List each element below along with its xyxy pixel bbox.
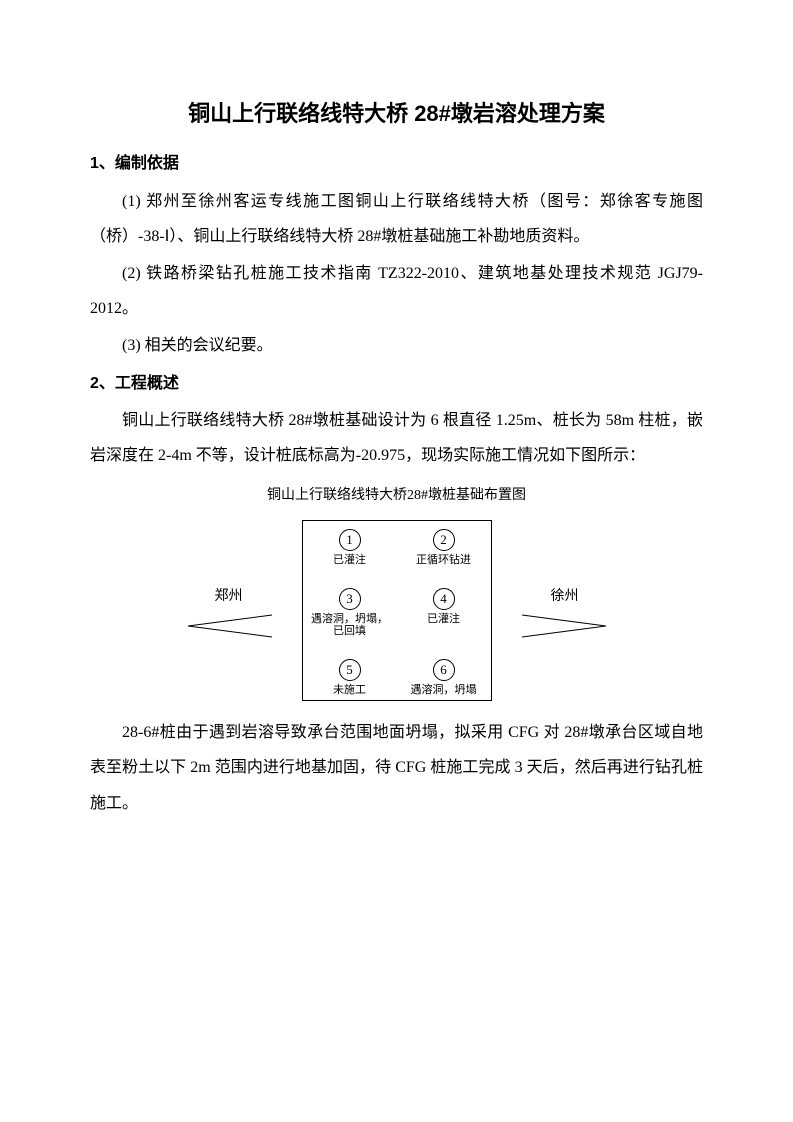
pile-3-status: 遇溶洞，坍塌， 已回填 xyxy=(311,613,388,637)
right-label: 徐州 xyxy=(551,582,579,613)
pile-layout-diagram: 铜山上行联络线特大桥28#墩桩基础布置图 郑州 1 已灌注 2 正循环钻进 3 … xyxy=(90,481,703,701)
pile-circle-icon: 6 xyxy=(433,659,455,681)
pile-circle-icon: 4 xyxy=(433,588,455,610)
pile-1-status: 已灌注 xyxy=(333,554,366,566)
section2-p1: 铜山上行联络线特大桥 28#墩桩基础设计为 6 根直径 1.25m、桩长为 58… xyxy=(90,403,703,473)
pile-1: 1 已灌注 xyxy=(303,529,397,566)
page-title: 铜山上行联络线特大桥 28#墩岩溶处理方案 xyxy=(90,90,703,138)
pile-5: 5 未施工 xyxy=(303,659,397,696)
section1-p2: (2) 铁路桥梁钻孔桩施工技术指南 TZ322-2010、建筑地基处理技术规范 … xyxy=(90,256,703,326)
section1-heading: 1、编制依据 xyxy=(90,146,703,181)
arrow-right-icon xyxy=(520,613,610,639)
right-direction: 徐州 xyxy=(520,582,610,639)
section2-heading: 2、工程概述 xyxy=(90,366,703,401)
section1-p3: (3) 相关的会议纪要。 xyxy=(90,328,703,363)
pile-circle-icon: 2 xyxy=(433,529,455,551)
pile-6: 6 遇溶洞，坍塌 xyxy=(397,659,491,696)
pile-box: 1 已灌注 2 正循环钻进 3 遇溶洞，坍塌， 已回填 4 已灌注 5 未施工 … xyxy=(302,520,492,701)
section1-p1: (1) 郑州至徐州客运专线施工图铜山上行联络线特大桥（图号：郑徐客专施图（桥）-… xyxy=(90,184,703,254)
pile-5-status: 未施工 xyxy=(333,684,366,696)
section2-p2: 28-6#桩由于遇到岩溶导致承台范围地面坍塌，拟采用 CFG 对 28#墩承台区… xyxy=(90,715,703,821)
diagram-caption: 铜山上行联络线特大桥28#墩桩基础布置图 xyxy=(90,481,703,512)
pile-3: 3 遇溶洞，坍塌， 已回填 xyxy=(303,588,397,637)
pile-2: 2 正循环钻进 xyxy=(397,529,491,566)
left-direction: 郑州 xyxy=(184,582,274,639)
pile-circle-icon: 3 xyxy=(339,588,361,610)
arrow-left-icon xyxy=(184,613,274,639)
pile-4: 4 已灌注 xyxy=(397,588,491,637)
pile-2-status: 正循环钻进 xyxy=(416,554,471,566)
pile-6-status: 遇溶洞，坍塌 xyxy=(411,684,477,696)
pile-circle-icon: 5 xyxy=(339,659,361,681)
pile-circle-icon: 1 xyxy=(339,529,361,551)
pile-4-status: 已灌注 xyxy=(427,613,460,625)
left-label: 郑州 xyxy=(215,582,243,613)
